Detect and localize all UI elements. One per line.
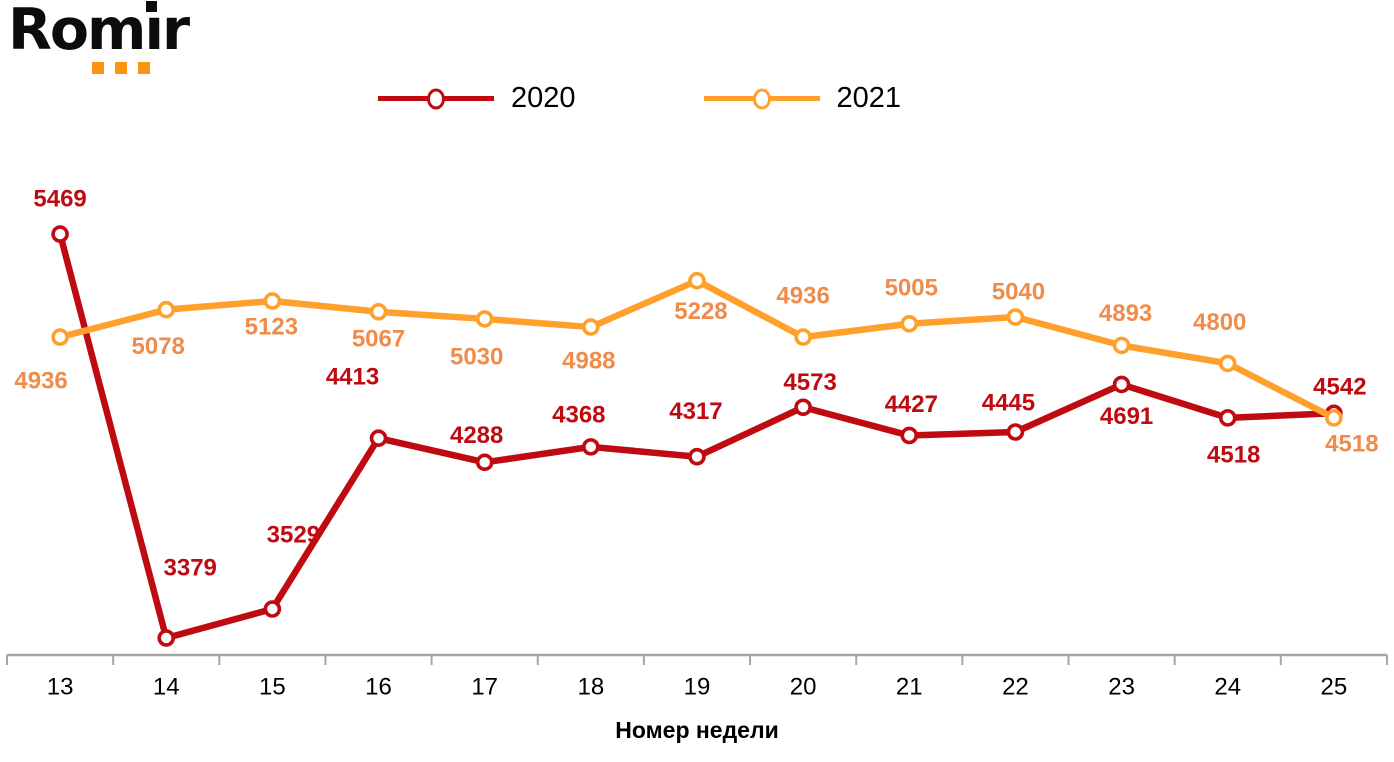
data-point-label-2020: 4288 [450, 422, 503, 449]
logo-text: Rom ır [8, 0, 190, 63]
logo-square-icon [138, 62, 150, 74]
data-point-marker-2020 [157, 629, 176, 647]
romir-logo: Rom ır [8, 0, 190, 74]
data-point-label-2021: 4936 [776, 283, 829, 310]
data-point-label-2020: 3529 [267, 522, 320, 549]
x-tick-label: 18 [577, 674, 604, 701]
data-point-label-2021: 5123 [245, 313, 298, 340]
x-tick-label: 25 [1321, 674, 1348, 701]
data-point-marker-2020 [369, 429, 388, 447]
data-point-label-2021: 5067 [352, 325, 405, 352]
legend-label-2021: 2021 [836, 82, 902, 114]
logo-square-icon [92, 62, 104, 74]
legend-point-marker [427, 88, 445, 109]
logo-text-part: ı [144, 0, 163, 63]
data-point-label-2020: 4413 [326, 364, 379, 391]
x-tick-label: 17 [471, 674, 498, 701]
data-point-label-2020: 4427 [885, 391, 938, 418]
x-tick-label: 16 [365, 674, 392, 701]
data-point-marker-2021 [688, 271, 706, 290]
data-point-marker-2020 [1006, 423, 1025, 441]
data-point-label-2020: 4542 [1313, 374, 1366, 401]
data-point-label-2021: 4518 [1325, 430, 1378, 457]
x-tick-label: 13 [47, 674, 74, 701]
data-point-label-2021: 4988 [562, 348, 615, 375]
data-point-label-2021: 5078 [132, 333, 185, 360]
data-point-marker-2020 [1218, 409, 1237, 427]
data-point-label-2020: 5469 [33, 186, 86, 213]
data-point-marker-2020 [263, 600, 282, 618]
data-point-label-2020: 3379 [164, 554, 217, 581]
x-tick-label: 15 [259, 674, 286, 701]
data-point-label-2020: 4573 [783, 369, 836, 396]
legend-item-2021: 2021 [703, 82, 902, 115]
data-point-label-2021: 5005 [885, 274, 938, 301]
data-point-marker-2020 [794, 398, 812, 417]
data-point-marker-2020 [688, 447, 706, 466]
x-tick-label: 14 [153, 674, 180, 701]
logo-text-part: Rom [8, 0, 146, 63]
legend-line-marker-icon [703, 84, 820, 114]
data-point-marker-2021 [1006, 308, 1025, 326]
data-point-label-2020: 4368 [552, 401, 605, 428]
data-point-label-2021: 5030 [450, 343, 503, 370]
legend-point-marker [752, 88, 771, 109]
data-point-marker-2020 [900, 426, 919, 445]
data-point-marker-2020 [475, 453, 494, 472]
data-point-marker-2020 [582, 438, 600, 456]
data-point-label-2021: 5228 [674, 298, 727, 325]
legend-label-2020: 2020 [511, 82, 576, 114]
data-point-label-2021: 4800 [1193, 309, 1246, 336]
data-point-marker-2020 [51, 225, 69, 243]
data-point-label-2020: 4445 [982, 389, 1035, 416]
data-point-marker-2021 [794, 328, 812, 346]
x-tick-label: 23 [1108, 674, 1135, 701]
data-point-marker-2021 [263, 292, 282, 310]
x-tick-label: 20 [790, 674, 817, 701]
logo-orange-squares [92, 62, 188, 74]
data-point-marker-2020 [1112, 375, 1131, 394]
x-tick-label: 21 [896, 674, 923, 701]
data-point-label-2021: 5040 [992, 279, 1045, 306]
logo-i-square-dot [146, 1, 158, 12]
data-point-marker-2021 [900, 314, 919, 333]
data-point-marker-2021 [369, 302, 388, 321]
data-point-marker-2021 [157, 300, 176, 319]
legend-line-marker-icon [378, 84, 494, 114]
x-axis-title: Номер недели [615, 717, 779, 743]
data-point-label-2021: 4936 [14, 368, 67, 395]
x-tick-label: 24 [1214, 674, 1241, 701]
legend-item-2020: 2020 [378, 82, 576, 115]
data-point-label-2021: 4893 [1099, 300, 1152, 327]
chart-legend: 2020 2021 [378, 82, 901, 115]
x-tick-label: 22 [1002, 674, 1029, 701]
data-point-marker-2021 [1325, 409, 1343, 427]
data-point-label-2020: 4317 [669, 398, 722, 425]
data-point-marker-2021 [582, 318, 600, 336]
logo-text-part: r [162, 0, 190, 63]
data-point-label-2020: 4691 [1100, 403, 1153, 430]
x-tick-label: 19 [684, 674, 711, 701]
data-point-marker-2021 [51, 328, 69, 346]
data-point-marker-2021 [475, 310, 494, 328]
series-line-2020 [56, 230, 1338, 642]
data-point-marker-2021 [1218, 354, 1237, 373]
data-point-marker-2021 [1112, 336, 1131, 355]
data-point-label-2020: 4518 [1207, 441, 1260, 468]
logo-square-icon [115, 62, 127, 74]
